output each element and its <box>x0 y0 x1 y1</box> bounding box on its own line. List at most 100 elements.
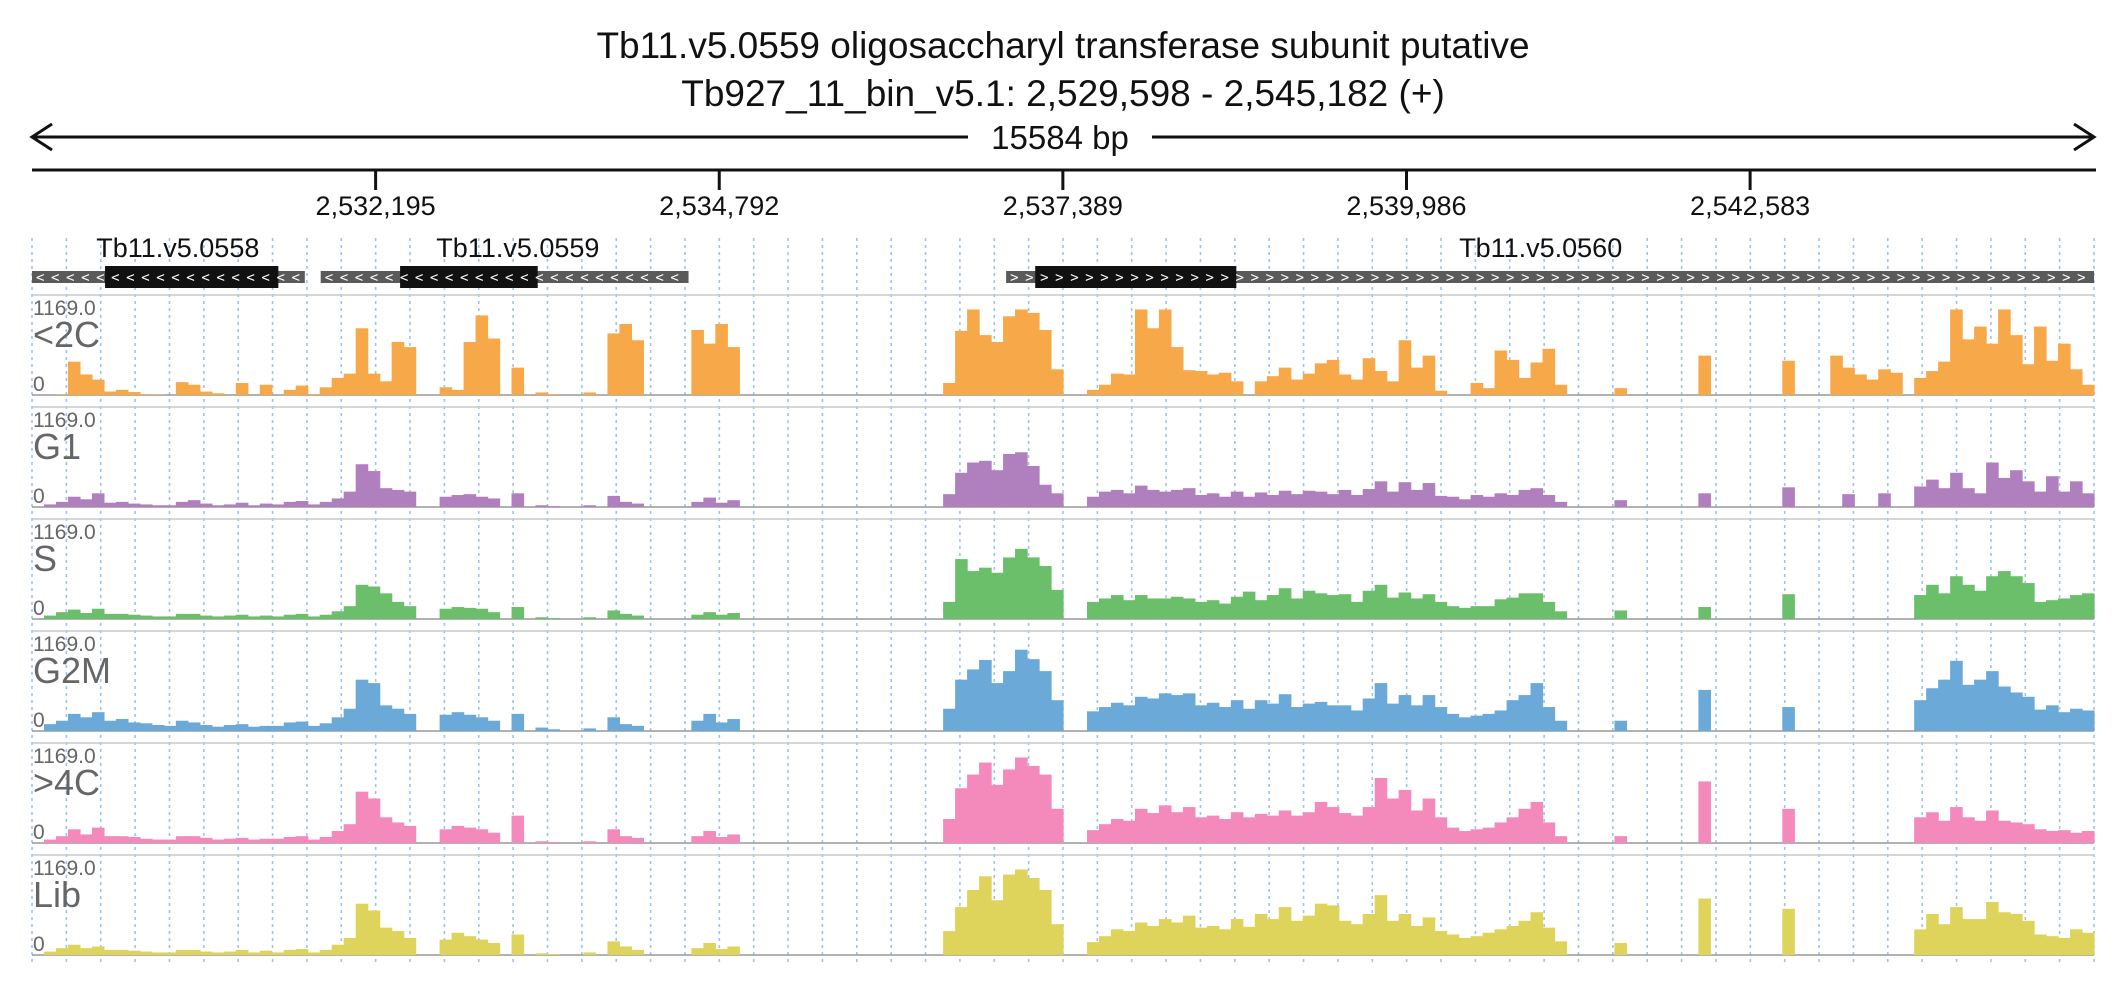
track-ymax-label: 1169.0 <box>33 409 96 432</box>
coverage-bar <box>1242 708 1256 731</box>
coverage-bar <box>1206 925 1220 955</box>
coverage-bar <box>943 708 956 731</box>
coverage-bar <box>1950 576 1963 619</box>
coverage-bar <box>1242 817 1256 843</box>
coverage-bar <box>955 472 968 507</box>
coverage-bar <box>1027 557 1040 619</box>
coverage-bar <box>1314 903 1328 955</box>
coverage-bar <box>1998 686 2011 731</box>
coverage-bar <box>1266 815 1280 843</box>
coverage-bar <box>2082 593 2095 619</box>
coverage-bar <box>2082 831 2095 843</box>
coverage-bar <box>151 505 165 507</box>
coverage-bar <box>2046 705 2059 731</box>
coverage-bar <box>1926 688 1939 731</box>
coverage-bar <box>1554 501 1568 507</box>
coverage-bar <box>1122 493 1136 507</box>
coverage-bar <box>1254 813 1268 843</box>
coverage-bar <box>283 501 297 507</box>
gene-strand-arrows: <<<<<<<<<<<<<<<<<<<<<<<< <box>325 270 686 286</box>
coverage-bar <box>1266 703 1280 731</box>
coverage-bar <box>139 723 153 731</box>
coverage-bar <box>1278 367 1292 395</box>
coverage-bar <box>1554 384 1568 395</box>
coverage-bar <box>1206 815 1220 843</box>
coverage-bar <box>1110 819 1124 843</box>
track-name: G1 <box>33 426 81 467</box>
coverage-bar <box>1482 932 1496 955</box>
gene-track: <<<<<<<<<<<<<<<<<< Tb11.v5.0558 <<<<<<<<<<… <box>32 233 2094 288</box>
coverage-bar <box>1950 660 1963 731</box>
coverage-bar <box>379 593 393 619</box>
coverage-bar <box>1314 491 1328 507</box>
coverage-bar <box>475 717 489 731</box>
coverage-bar <box>715 837 728 843</box>
coverage-bar <box>295 613 309 619</box>
coverage-bar <box>2070 832 2083 843</box>
span-arrow: 15584 bp <box>29 119 2097 156</box>
coverage-bar <box>1938 820 1951 843</box>
coverage-bar <box>2010 335 2023 395</box>
coverage-bar <box>463 341 477 395</box>
coverage-bar <box>1003 671 1016 731</box>
coverage-bar <box>535 841 549 843</box>
coverage-track: 1169.0S 0 <box>32 518 2095 620</box>
coverage-bar <box>1482 713 1496 731</box>
coverage-bar <box>727 719 740 731</box>
coverage-bar <box>199 391 213 395</box>
coverage-bar <box>1182 807 1196 843</box>
coverage-bar <box>1398 695 1412 731</box>
coverage-bar <box>1326 807 1340 843</box>
coverage-bar <box>211 393 225 395</box>
coverage-bar <box>979 762 992 843</box>
coverage-bar <box>1530 362 1544 395</box>
coverage-bar <box>535 953 549 955</box>
coverage-bar <box>343 708 357 731</box>
coverage-bar <box>991 341 1004 395</box>
coverage-bar <box>1362 358 1376 395</box>
coverage-bar <box>1482 496 1496 507</box>
coverage-bar <box>451 932 465 955</box>
coverage-bar <box>1494 710 1508 731</box>
coverage-bar <box>1482 827 1496 843</box>
coverage-bar <box>619 724 633 731</box>
coverage-bar <box>307 952 321 955</box>
coverage-bar <box>463 827 477 843</box>
coverage-bar <box>247 952 261 955</box>
coverage-bar <box>139 394 153 395</box>
coverage-bar <box>127 950 141 955</box>
coverage-bar <box>1170 347 1184 395</box>
coverage-bar <box>991 683 1004 731</box>
coverage-bar <box>1027 878 1040 955</box>
coverage-bar <box>2070 481 2083 507</box>
coverage-bar <box>1051 369 1064 395</box>
coverage-bar <box>1230 381 1244 395</box>
coverage-bar <box>955 679 968 731</box>
coverage-bar <box>1374 371 1388 395</box>
coverage-bar <box>475 315 489 395</box>
coverage-bar <box>1782 707 1795 731</box>
coverage-bar <box>715 722 728 731</box>
coverage-bar <box>991 900 1004 955</box>
coverage-bar <box>211 505 225 507</box>
coverage-bar <box>259 950 273 955</box>
coverage-bar <box>163 952 177 955</box>
coverage-bar <box>2022 583 2035 619</box>
coverage-bar <box>1950 472 1963 507</box>
coverage-bar <box>1470 936 1484 955</box>
coverage-bar <box>967 462 980 507</box>
coverage-bar <box>1350 924 1364 955</box>
coverage-bar <box>1530 912 1544 955</box>
coverage-bar <box>295 949 309 955</box>
coverage-bar <box>1218 372 1232 395</box>
coverage-bar <box>2082 493 2095 507</box>
coverage-bar <box>67 713 81 731</box>
coverage-bar <box>259 384 273 395</box>
coverage-bar <box>1350 815 1364 843</box>
gene-utr <box>1006 271 2094 283</box>
coverage-bar <box>211 952 225 955</box>
coverage-bar <box>631 725 645 731</box>
coverage-bar <box>1218 707 1232 731</box>
coverage-bar <box>1998 477 2011 507</box>
track-ymin-label: 0 <box>33 597 45 620</box>
